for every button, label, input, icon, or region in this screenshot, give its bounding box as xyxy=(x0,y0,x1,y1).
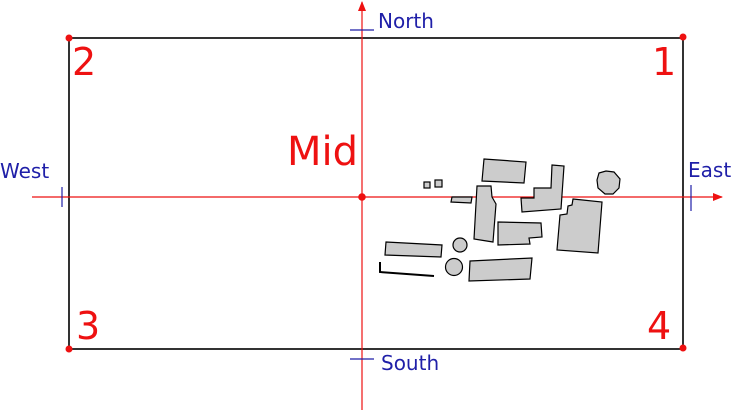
corner-label-3: 3 xyxy=(76,304,100,348)
building-5 xyxy=(434,179,443,188)
west-label: West xyxy=(0,159,49,183)
building-4 xyxy=(423,181,431,189)
corner-marker-4 xyxy=(679,344,687,352)
corner-marker-1 xyxy=(679,33,687,41)
east-label: East xyxy=(688,158,731,182)
building-1 xyxy=(481,158,527,184)
corner-marker-2 xyxy=(65,34,73,42)
building-8 xyxy=(497,221,543,246)
corner-label-2: 2 xyxy=(72,40,96,84)
building-13 xyxy=(468,257,533,282)
building-3 xyxy=(596,170,621,195)
mid-label: Mid xyxy=(287,129,358,175)
building-2 xyxy=(520,164,565,213)
corner-marker-3 xyxy=(65,345,73,353)
building-6 xyxy=(450,196,473,204)
building-12 xyxy=(444,257,464,277)
north-label: North xyxy=(378,9,434,33)
building-7 xyxy=(473,185,497,243)
building-footprints xyxy=(384,158,621,282)
building-11 xyxy=(452,237,468,253)
wall-segment xyxy=(379,262,435,277)
south-label: South xyxy=(381,351,439,375)
mid-marker xyxy=(358,193,366,201)
building-9 xyxy=(556,198,603,254)
corner-label-1: 1 xyxy=(652,40,676,84)
building-10 xyxy=(384,241,443,258)
bounding-frame xyxy=(68,37,684,350)
corner-label-4: 4 xyxy=(647,304,671,348)
